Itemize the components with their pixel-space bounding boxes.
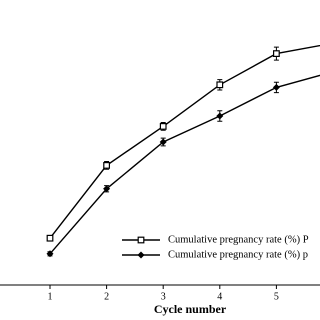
data-point: [103, 185, 111, 193]
x-axis-label: Cycle number: [154, 302, 227, 316]
x-tick-label: 2: [104, 291, 109, 302]
data-point: [103, 162, 111, 169]
legend-label: Cumulative pregnancy rate (%) P: [168, 234, 309, 245]
legend-marker: [137, 236, 145, 244]
x-tick-label: 5: [274, 291, 279, 302]
data-point: [46, 234, 54, 242]
legend-label: Cumulative pregnancy rate (%) p: [168, 249, 308, 260]
data-point: [159, 138, 167, 146]
x-tick-label: 4: [217, 291, 222, 302]
data-point: [216, 81, 224, 89]
series-line: [49, 44, 320, 239]
data-point: [159, 122, 167, 130]
x-tick-label: 3: [161, 291, 166, 302]
data-point: [216, 112, 224, 120]
x-tick-label: 1: [48, 291, 53, 302]
data-point: [46, 250, 54, 258]
series-line: [49, 74, 320, 255]
data-point: [273, 50, 280, 57]
data-point: [272, 83, 280, 91]
legend-marker: [137, 251, 145, 259]
